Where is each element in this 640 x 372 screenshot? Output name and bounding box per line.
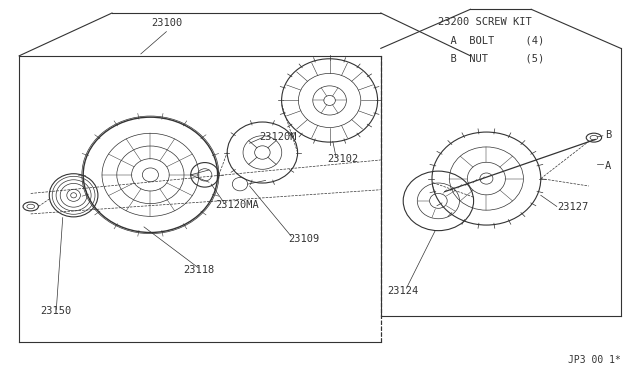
Text: 23150: 23150 [41,306,72,316]
Text: JP3 00 1*: JP3 00 1* [568,355,621,365]
Text: 23120MA: 23120MA [215,200,259,210]
Text: 23124: 23124 [388,286,419,296]
Text: 23200 SCREW KIT: 23200 SCREW KIT [438,17,532,27]
Text: A: A [605,161,611,170]
Text: 23109: 23109 [289,234,319,244]
Text: 23100: 23100 [151,18,182,28]
Text: A  BOLT     (4): A BOLT (4) [438,35,545,45]
Text: 23102: 23102 [327,154,358,164]
Text: B: B [605,130,611,140]
Text: 23118: 23118 [183,265,214,275]
Text: 23120M: 23120M [260,131,297,141]
Text: B  NUT      (5): B NUT (5) [438,54,545,64]
Text: 23127: 23127 [557,202,588,212]
